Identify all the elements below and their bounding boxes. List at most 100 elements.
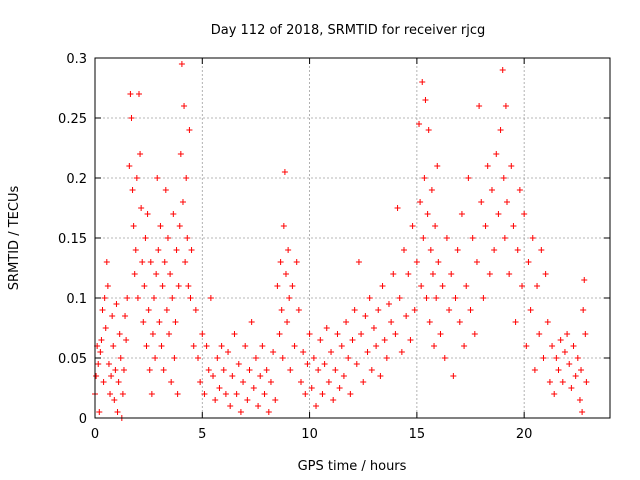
data-point <box>347 391 354 397</box>
data-point <box>169 295 176 301</box>
data-point <box>555 367 562 373</box>
data-point <box>199 331 206 337</box>
data-point <box>568 385 575 391</box>
data-point <box>578 367 585 373</box>
data-point <box>126 163 133 169</box>
data-point <box>167 271 174 277</box>
data-point <box>559 379 566 385</box>
data-point <box>418 283 425 289</box>
data-point <box>151 295 158 301</box>
data-point <box>214 355 221 361</box>
data-point <box>231 331 238 337</box>
data-point <box>425 127 432 133</box>
data-point <box>174 391 181 397</box>
data-point <box>514 247 521 253</box>
data-point <box>147 259 154 265</box>
data-point <box>570 343 577 349</box>
data-point <box>527 307 534 313</box>
data-point <box>581 277 588 283</box>
data-point <box>197 379 204 385</box>
data-point <box>583 379 590 385</box>
data-point <box>534 283 541 289</box>
data-point <box>423 295 430 301</box>
data-point <box>422 97 429 103</box>
data-point <box>512 319 519 325</box>
data-point <box>207 295 214 301</box>
data-point <box>244 397 251 403</box>
data-point <box>104 283 111 289</box>
data-point <box>152 355 159 361</box>
data-point <box>210 373 217 379</box>
data-point <box>473 259 480 265</box>
data-point <box>113 301 120 307</box>
data-point <box>508 163 515 169</box>
data-point <box>246 367 253 373</box>
data-point <box>317 337 324 343</box>
data-point <box>284 319 291 325</box>
data-point <box>138 205 145 211</box>
data-point <box>144 211 151 217</box>
data-point <box>362 313 369 319</box>
data-point <box>285 247 292 253</box>
data-point <box>149 331 156 337</box>
data-point <box>235 361 242 367</box>
data-point <box>185 283 192 289</box>
data-point <box>411 307 418 313</box>
data-point <box>240 379 247 385</box>
data-point <box>172 319 179 325</box>
data-point <box>192 307 199 313</box>
data-point <box>148 391 155 397</box>
data-point <box>405 271 412 277</box>
data-point <box>298 379 304 385</box>
data-point <box>519 283 526 289</box>
data-point <box>195 355 201 361</box>
data-point <box>510 223 517 229</box>
data-point <box>308 385 315 391</box>
data-point <box>551 391 558 397</box>
y-tick-label: 0 <box>79 412 87 427</box>
data-point <box>252 355 259 361</box>
data-point <box>502 103 509 109</box>
data-point <box>500 175 507 181</box>
data-point <box>493 151 500 157</box>
data-point <box>443 235 450 241</box>
data-point <box>146 367 153 373</box>
data-point <box>521 211 528 217</box>
x-tick-label: 10 <box>301 427 318 442</box>
x-tick-label: 5 <box>198 427 206 442</box>
data-point <box>523 343 530 349</box>
data-point <box>360 379 367 385</box>
data-point <box>137 151 144 157</box>
y-axis-label: SRMTID / TECUs <box>7 186 22 291</box>
data-point <box>501 235 508 241</box>
data-point <box>277 259 284 265</box>
data-point <box>469 235 476 241</box>
data-point <box>401 247 407 253</box>
data-point <box>274 283 281 289</box>
data-point <box>107 391 114 397</box>
data-point <box>499 67 506 73</box>
data-point <box>225 349 232 355</box>
data-point <box>141 283 148 289</box>
data-point <box>100 379 107 385</box>
data-point <box>93 373 100 379</box>
data-point <box>255 403 262 409</box>
data-point <box>132 247 139 253</box>
data-point <box>426 319 433 325</box>
x-tick-label: 15 <box>409 427 426 442</box>
data-point <box>419 79 426 85</box>
data-point <box>340 373 347 379</box>
data-point <box>572 373 579 379</box>
data-point <box>313 403 320 409</box>
x-axis-ticks: 0 5 10 15 20 <box>91 58 532 442</box>
data-point <box>124 295 131 301</box>
data-point <box>435 259 442 265</box>
data-point <box>259 343 266 349</box>
data-point <box>416 121 423 127</box>
data-point <box>546 379 553 385</box>
data-point <box>108 373 115 379</box>
data-point <box>97 349 104 355</box>
data-point <box>336 385 343 391</box>
data-point <box>392 331 399 337</box>
data-point <box>504 199 510 205</box>
